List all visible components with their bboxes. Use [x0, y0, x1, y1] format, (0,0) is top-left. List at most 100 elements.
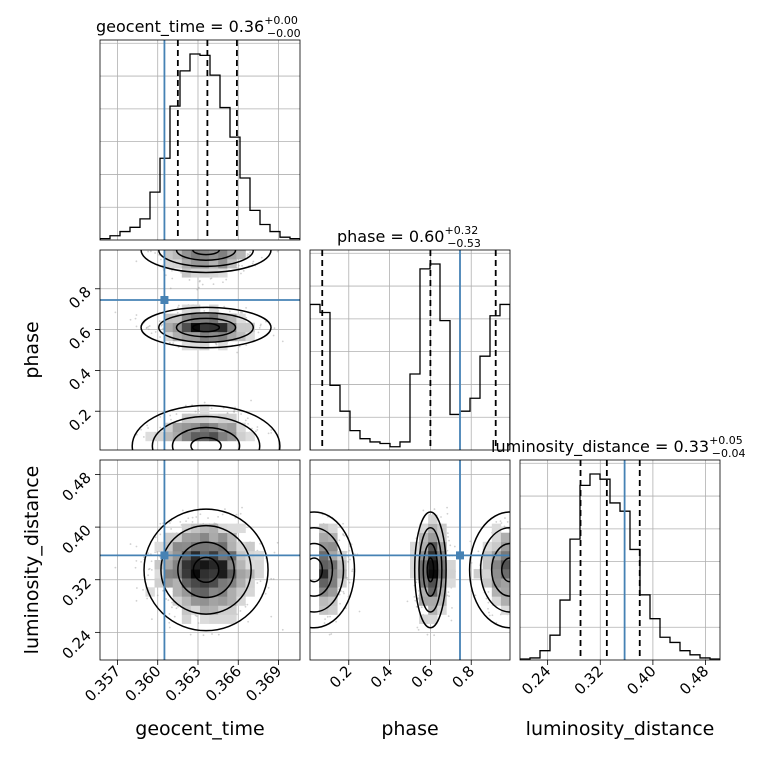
tick-label-x: 0.6	[408, 662, 438, 692]
density-cell	[163, 322, 174, 333]
sample-point	[199, 513, 202, 516]
sample-point	[349, 558, 351, 561]
sample-point	[189, 633, 192, 636]
sample-point	[247, 620, 250, 623]
sample-point	[135, 587, 138, 589]
sample-point	[172, 342, 175, 345]
xlabel-phase: phase	[381, 718, 438, 740]
sample-point	[265, 320, 267, 323]
sample-point	[281, 628, 284, 631]
sample-point	[160, 324, 163, 327]
density-cell	[190, 250, 201, 260]
tick-label-y: 0.24	[58, 626, 94, 662]
density-cell	[227, 532, 237, 543]
sample-point	[197, 622, 200, 624]
density-cell	[227, 431, 237, 442]
sample-point	[259, 580, 262, 583]
sample-point	[241, 506, 243, 509]
density-cell	[319, 596, 329, 606]
contour-line	[160, 524, 252, 615]
sample-point	[185, 520, 187, 523]
density-cell	[218, 605, 228, 615]
sample-point	[135, 314, 138, 316]
density-cell	[428, 532, 438, 543]
sample-point	[159, 416, 162, 418]
sample-point	[250, 399, 252, 402]
density-cell	[163, 532, 174, 543]
sample-point	[210, 277, 213, 280]
sample-point	[453, 545, 456, 548]
sample-point	[161, 323, 164, 326]
density-cell	[200, 532, 210, 543]
ylabel-luminosity-distance: luminosity_distance	[21, 466, 43, 655]
sample-point	[415, 578, 418, 581]
sample-point	[228, 310, 231, 313]
sample-point	[140, 561, 143, 563]
sample-point	[167, 599, 170, 602]
density-cell	[428, 596, 438, 606]
sample-point	[417, 597, 420, 600]
density-cell	[218, 560, 228, 570]
contour-line	[310, 511, 356, 629]
sample-point	[197, 408, 200, 411]
sample-point	[211, 633, 213, 635]
density-cell	[227, 413, 237, 424]
density-cell	[209, 259, 219, 269]
sample-point	[347, 555, 350, 558]
sample-point	[135, 560, 138, 562]
contour-line	[192, 250, 221, 256]
sample-point	[134, 317, 137, 320]
frame-22	[519, 459, 721, 661]
density-cell	[190, 578, 201, 588]
density-cell	[190, 587, 201, 597]
sample-point	[175, 607, 178, 610]
sample-point	[414, 599, 417, 602]
sample-point	[176, 311, 179, 314]
density-cell	[491, 587, 502, 597]
sample-point	[176, 306, 179, 309]
sample-point	[238, 345, 241, 348]
sample-point	[145, 327, 148, 329]
density-cell	[218, 541, 228, 552]
density-cell	[218, 250, 228, 260]
sample-point	[198, 280, 201, 283]
density-cell	[209, 560, 219, 570]
sample-point	[223, 305, 226, 308]
sample-point	[338, 539, 341, 542]
density-cell	[200, 340, 210, 351]
sample-point	[273, 551, 276, 554]
sample-point	[155, 551, 158, 553]
sample-point	[416, 626, 419, 629]
tick-label-x: 0.4	[367, 662, 397, 692]
density-cell	[209, 431, 219, 442]
sample-point	[415, 605, 418, 608]
ylabel-phase: phase	[21, 321, 43, 378]
sample-point	[147, 574, 150, 577]
sample-point	[351, 568, 354, 571]
density-cell	[190, 596, 201, 606]
density-cell	[236, 431, 246, 442]
contour-line	[192, 322, 221, 333]
sample-point	[149, 250, 152, 253]
density-cell	[482, 541, 493, 552]
density-cell	[154, 578, 164, 588]
density-cell	[500, 578, 510, 588]
density-cell	[145, 431, 155, 442]
density-cell	[500, 587, 510, 597]
density-cell	[200, 596, 210, 606]
density-cell	[419, 523, 429, 534]
sample-point	[214, 342, 217, 345]
density-cell	[209, 250, 219, 260]
sample-point	[150, 560, 153, 563]
sample-point	[251, 427, 253, 430]
contour-line	[158, 250, 255, 268]
contour-line	[175, 250, 237, 261]
tick-label-y: 0.40	[58, 521, 94, 557]
frame-10	[99, 249, 301, 451]
sample-point	[197, 286, 200, 289]
density-cell	[218, 422, 228, 433]
sample-point	[241, 312, 243, 314]
sample-point	[234, 516, 237, 519]
density-cell	[154, 541, 164, 552]
density-cell	[437, 541, 447, 552]
